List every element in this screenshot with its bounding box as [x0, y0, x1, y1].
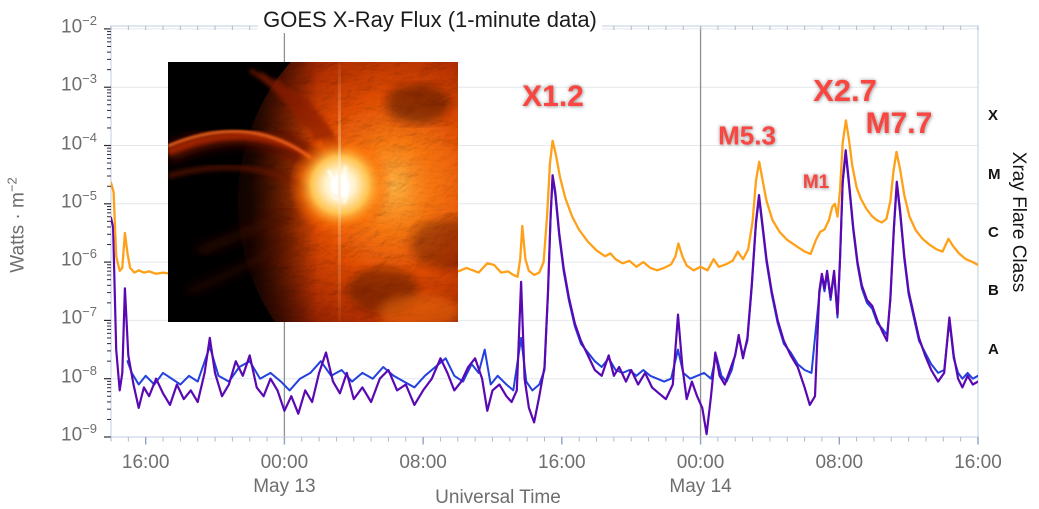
x-axis-title: Universal Time	[435, 487, 561, 508]
x-tick-label: 08:00	[815, 452, 864, 473]
series-xray_short_channel_violet	[111, 149, 978, 436]
flare-class-A: A	[988, 340, 999, 358]
flare-annotation-X1.2: X1.2	[522, 80, 584, 114]
y-tick-label: 10−2	[61, 12, 97, 38]
flare-annotation-M1: M1	[802, 171, 830, 193]
right-axis-title: Xray Flare Class	[1008, 151, 1029, 293]
x-tick-label: 00:00	[676, 452, 725, 473]
ccd-bloom-streak	[338, 62, 341, 322]
flare-class-M: M	[988, 165, 1001, 183]
y-tick-label: 10−7	[61, 304, 97, 329]
flare-class-X: X	[988, 107, 999, 125]
y-tick-label: 10−6	[61, 246, 97, 271]
y-tick-label: 10−3	[61, 71, 97, 96]
date-label: May 14	[669, 476, 732, 497]
y-tick-label: 10−4	[61, 129, 97, 154]
flare-annotation-M7.7: M7.7	[865, 106, 933, 140]
solar-flare-image	[168, 62, 458, 322]
x-tick-label: 16:00	[954, 452, 1002, 473]
x-tick-label: 00:00	[260, 452, 309, 473]
flare-class-B: B	[988, 282, 999, 300]
y-tick-label: 10−9	[61, 421, 97, 446]
x-tick-label: 16:00	[538, 452, 586, 473]
flare-class-C: C	[988, 223, 999, 241]
x-tick-label: 08:00	[399, 452, 447, 473]
flare-annotation-M5.3: M5.3	[718, 120, 776, 151]
y-axis-title-exponent: −2	[4, 177, 20, 193]
flare-annotation-X2.7: X2.7	[813, 73, 877, 109]
y-tick-label: 10−8	[61, 362, 97, 388]
date-label: May 13	[253, 476, 316, 497]
chart-title: GOES X-Ray Flux (1-minute data)	[258, 7, 602, 33]
y-tick-label: 10−5	[61, 187, 97, 213]
x-tick-label: 16:00	[121, 452, 170, 473]
